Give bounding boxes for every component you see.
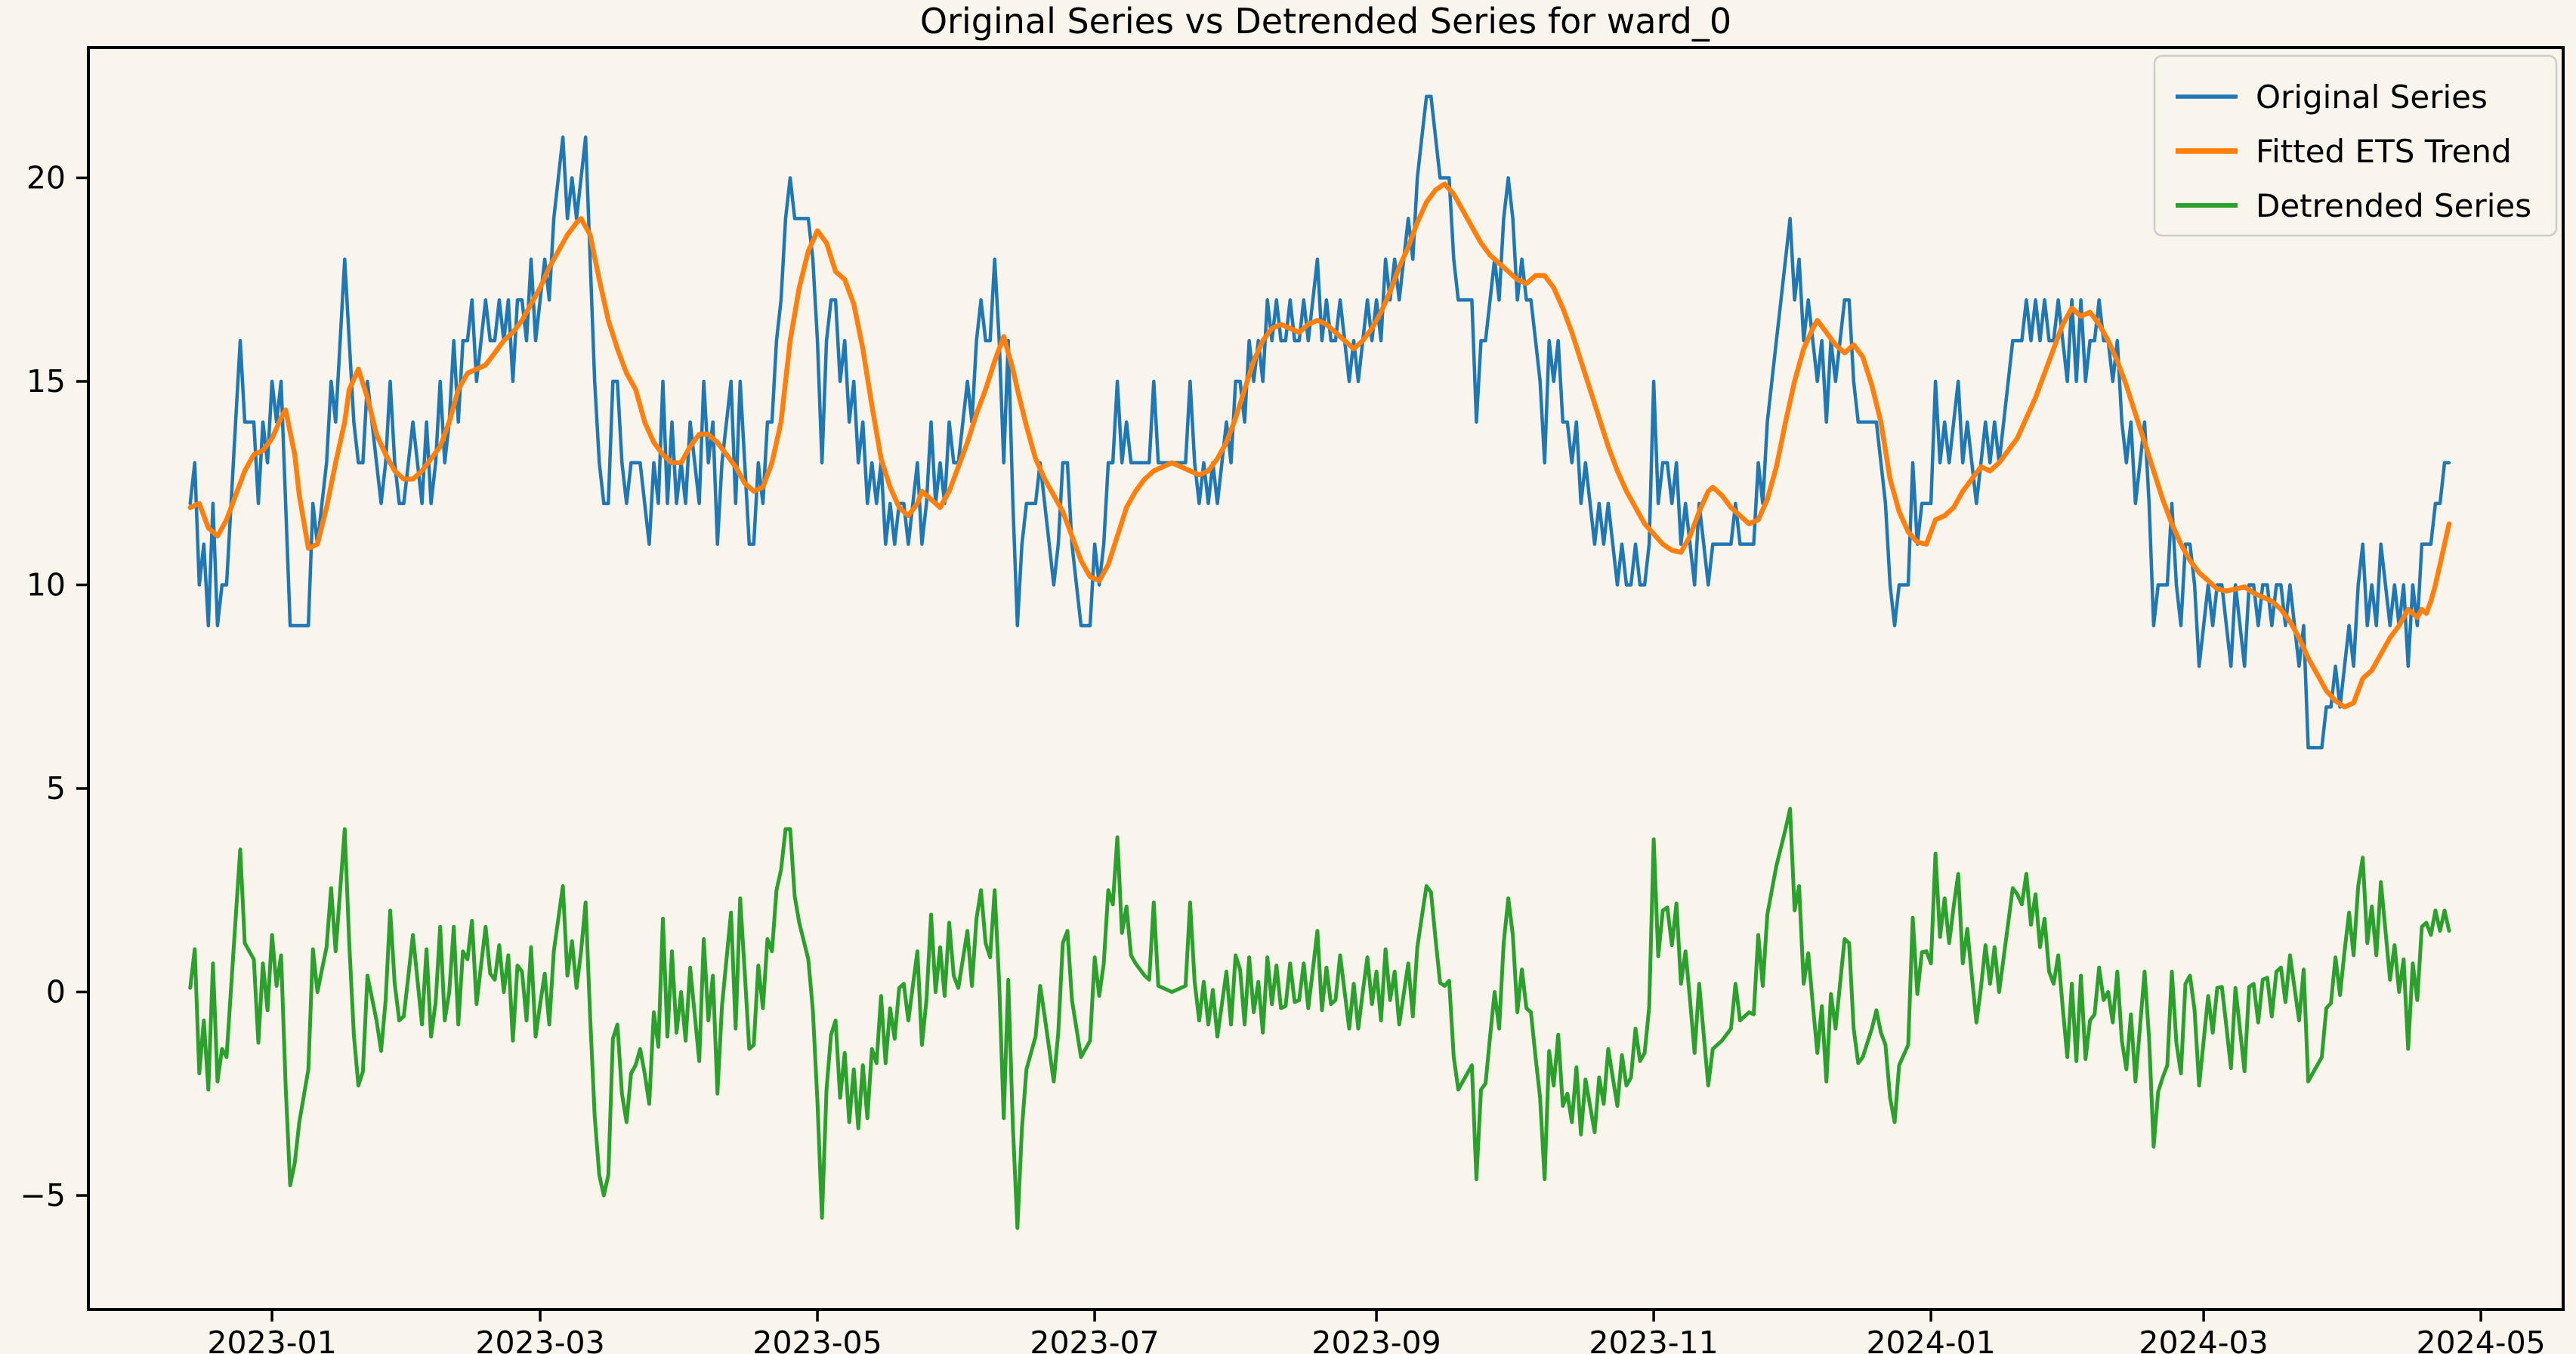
- x-axis: 2023-01 2023-03 2023-05 2023-07 2023-09 2023-…: [207, 1309, 2546, 1354]
- y-tick-label: −5: [20, 1177, 66, 1214]
- x-tick-label: 2023-07: [1030, 1325, 1159, 1354]
- y-tick-label: 5: [46, 770, 66, 807]
- legend-box: [2153, 54, 2558, 237]
- x-tick-label: 2023-01: [207, 1325, 336, 1354]
- x-tick-label: 2023-03: [475, 1325, 604, 1354]
- y-tick-label: 15: [26, 363, 66, 399]
- x-tick-label: 2024-03: [2139, 1325, 2268, 1354]
- y-tick-label: 20: [26, 159, 66, 196]
- legend-label-detrended: Detrended Series: [2256, 187, 2531, 224]
- x-tick-label: 2024-01: [1866, 1325, 1995, 1354]
- x-tick-label: 2023-11: [1589, 1325, 1718, 1354]
- series-trend: [187, 181, 2452, 710]
- chart-title: Original Series vs Detrended Series for …: [920, 1, 1731, 42]
- x-tick-label: 2024-05: [2416, 1325, 2545, 1354]
- y-axis: 20 15 10 5 0 −5: [20, 159, 88, 1214]
- x-tick-label: 2023-05: [752, 1325, 882, 1354]
- series-detrended: [188, 807, 2451, 1230]
- series-original: [188, 94, 2451, 750]
- y-tick-label: 10: [26, 567, 66, 603]
- legend-label-original: Original Series: [2256, 79, 2488, 116]
- plot-area-frame: [87, 46, 2565, 1311]
- series-lines: [187, 94, 2452, 1230]
- legend: Original Series Fitted ETS Trend Detrended…: [2153, 54, 2558, 237]
- y-tick-label: 0: [46, 974, 66, 1010]
- legend-label-trend: Fitted ETS Trend: [2256, 133, 2512, 170]
- x-tick-label: 2023-09: [1311, 1325, 1441, 1354]
